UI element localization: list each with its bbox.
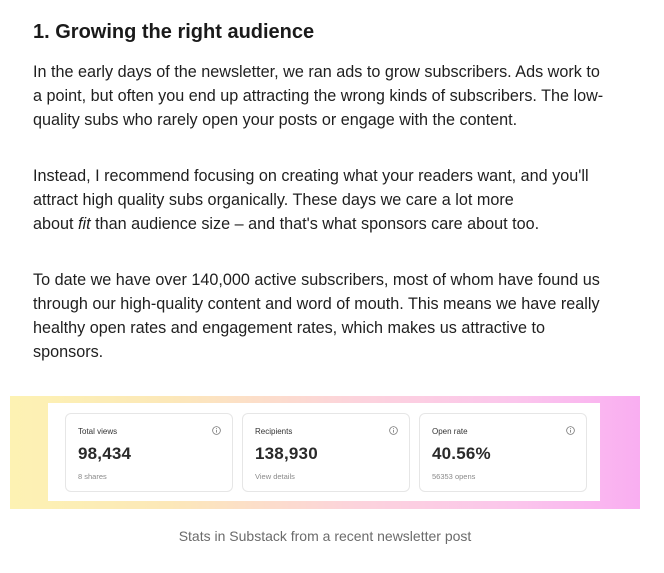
stats-figure: Total views 98,434 8 shares Recipients 1… — [10, 396, 640, 509]
stat-sub: 8 shares — [78, 472, 107, 481]
paragraph-line: a point, but often you end up attracting… — [33, 87, 604, 105]
stat-sub: 56353 opens — [432, 472, 476, 481]
paragraph-line: quality subs who rarely open your posts … — [33, 111, 518, 129]
paragraph-text: about — [33, 215, 79, 233]
info-icon[interactable] — [212, 426, 221, 435]
stat-card-total-views: Total views 98,434 8 shares — [65, 413, 233, 492]
stat-card-recipients: Recipients 138,930 View details — [242, 413, 410, 492]
paragraph-line: To date we have over 140,000 active subs… — [33, 271, 600, 289]
stat-label: Open rate — [432, 427, 468, 436]
paragraph-line: Instead, I recommend focusing on creatin… — [33, 167, 589, 185]
stat-label: Recipients — [255, 427, 293, 436]
figure-caption: Stats in Substack from a recent newslett… — [178, 528, 472, 544]
stat-value: 40.56% — [432, 444, 491, 463]
paragraph-line: attract high quality subs organically. T… — [33, 191, 514, 209]
paragraph-fit: Instead, I recommend focusing on creatin… — [33, 164, 633, 236]
paragraph-line: healthy open rates and engagement rates,… — [33, 319, 546, 337]
view-details-link[interactable]: View details — [255, 472, 295, 481]
emphasis-fit: fit — [78, 215, 91, 233]
stat-label: Total views — [78, 427, 118, 436]
paragraph-ads: In the early days of the newsletter, we … — [33, 60, 633, 132]
info-icon[interactable] — [566, 426, 575, 435]
stat-value: 138,930 — [255, 444, 318, 463]
paragraph-subscribers: To date we have over 140,000 active subs… — [33, 268, 633, 364]
paragraph-text: than audience size – and that's what spo… — [90, 215, 540, 233]
paragraph-line: through our high-quality content and wor… — [33, 295, 600, 313]
section-heading: 1. Growing the right audience — [33, 21, 315, 43]
paragraph-line: sponsors. — [33, 343, 104, 361]
stats-panel: Total views 98,434 8 shares Recipients 1… — [48, 403, 600, 501]
stat-card-open-rate: Open rate 40.56% 56353 opens — [419, 413, 587, 492]
paragraph-line: In the early days of the newsletter, we … — [33, 63, 600, 81]
info-icon[interactable] — [389, 426, 398, 435]
stat-value: 98,434 — [78, 444, 132, 463]
paragraph-line: about fit than audience size – and that'… — [33, 212, 633, 236]
